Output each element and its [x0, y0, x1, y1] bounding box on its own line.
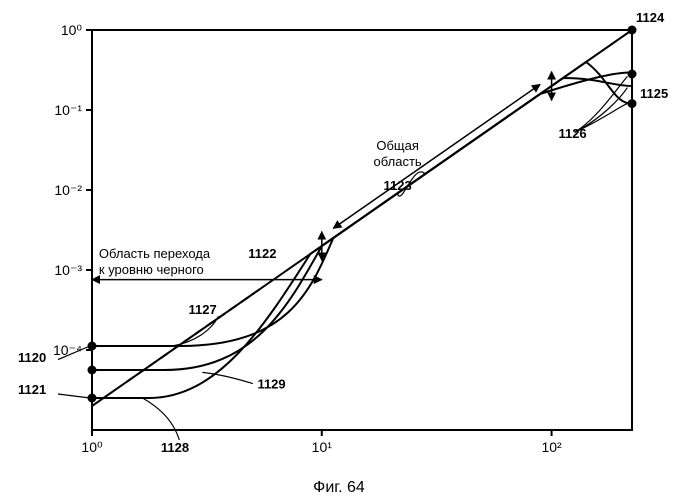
marker-dot	[628, 26, 637, 35]
marker-dot	[628, 99, 637, 108]
y-tick-label: 10⁻²	[54, 182, 82, 198]
marker-dot	[88, 366, 97, 375]
label-1128: 1128	[161, 440, 189, 455]
label-1124: 1124	[636, 10, 665, 25]
curve-mid	[92, 78, 632, 370]
label-region-black-1: Область перехода	[99, 246, 211, 261]
x-tick-label: 10¹	[312, 439, 333, 455]
leader-1128	[143, 398, 180, 440]
label-1127: 1127	[189, 302, 217, 317]
x-tick-label: 10²	[541, 439, 562, 455]
curve-1128	[92, 62, 632, 398]
leader-1126c	[575, 104, 628, 133]
label-region-common-2: область	[374, 154, 422, 169]
figure-caption: Фиг. 64	[313, 479, 365, 496]
marker-dot	[628, 70, 637, 79]
leader-1121	[58, 394, 90, 398]
label-region-common-1: Общая	[376, 138, 419, 153]
y-tick-label: 10⁻¹	[54, 102, 82, 118]
label-1122: 1122	[248, 246, 276, 261]
label-region-black-2: к уровню черного	[99, 262, 204, 277]
y-tick-label: 10⁻³	[54, 262, 82, 278]
label-1120: 1120	[18, 350, 46, 365]
region-arrow-common	[333, 84, 540, 228]
label-1121: 1121	[18, 382, 46, 397]
y-tick-label: 10⁰	[61, 22, 83, 38]
leader-1127	[172, 316, 218, 346]
label-1129: 1129	[257, 376, 285, 391]
label-1125: 1125	[640, 86, 668, 101]
x-tick-label: 10⁰	[81, 439, 103, 455]
